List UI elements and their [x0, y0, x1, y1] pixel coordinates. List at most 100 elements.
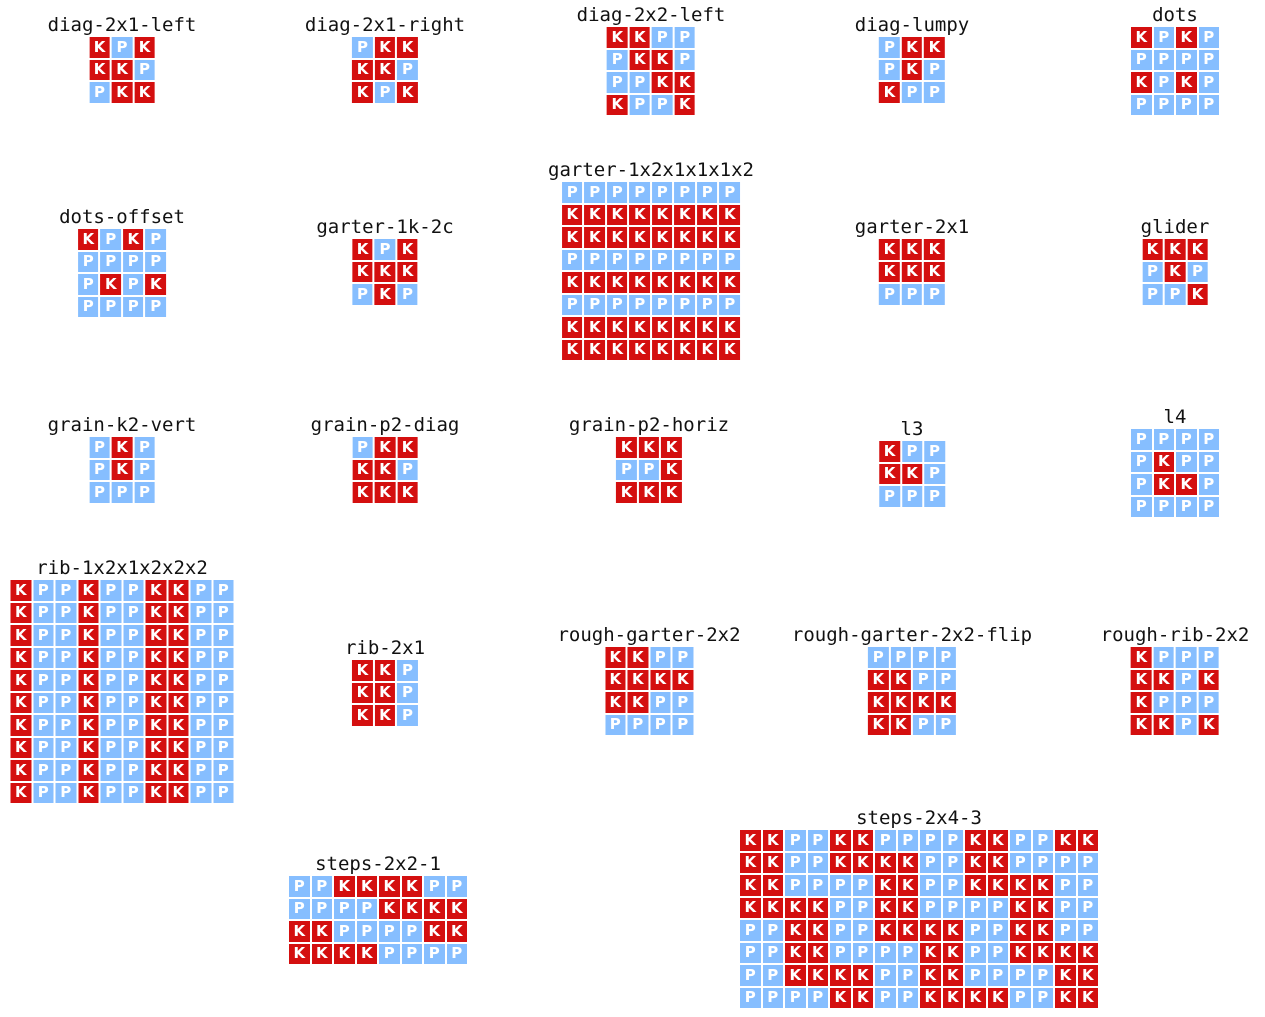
purl-stitch: P	[1176, 94, 1197, 115]
knit-stitch: K	[111, 59, 133, 80]
knit-stitch: K	[987, 852, 1008, 873]
knit-stitch: K	[397, 482, 418, 503]
purl-stitch: P	[627, 714, 648, 735]
knit-stitch: K	[901, 463, 923, 484]
purl-stitch: P	[875, 830, 896, 851]
purl-stitch: P	[1010, 965, 1031, 986]
purl-stitch: P	[397, 682, 418, 703]
purl-stitch: P	[652, 249, 673, 270]
knit-stitch: K	[629, 227, 650, 248]
knit-stitch: K	[890, 692, 911, 713]
knit-stitch: K	[401, 876, 422, 897]
purl-stitch: P	[830, 875, 851, 896]
purl-stitch: P	[1198, 49, 1219, 70]
knit-stitch: K	[374, 261, 396, 282]
knit-stitch: K	[145, 737, 166, 758]
knit-stitch: K	[401, 898, 422, 919]
purl-stitch: P	[1187, 261, 1208, 282]
knit-stitch: K	[562, 227, 583, 248]
pattern-title: l3	[900, 418, 924, 440]
knit-stitch: K	[762, 875, 783, 896]
knit-stitch: K	[920, 942, 941, 963]
purl-stitch: P	[1055, 875, 1076, 896]
knit-stitch: K	[852, 987, 873, 1008]
purl-stitch: P	[629, 294, 650, 315]
pattern-rib-1x2x1x2x2x2: rib-1x2x1x2x2x2 K P P K P P K K P P K P P K P P K K P P K P P K P…	[10, 558, 235, 804]
purl-stitch: P	[55, 670, 76, 691]
knit-stitch: K	[397, 82, 418, 103]
knit-stitch: K	[78, 782, 99, 803]
knit-stitch: K	[145, 274, 166, 295]
purl-stitch: P	[89, 482, 110, 503]
purl-stitch: P	[55, 647, 76, 668]
purl-stitch: P	[1055, 897, 1076, 918]
pattern-title: dots-offset	[59, 206, 185, 228]
knit-stitch: K	[740, 830, 761, 851]
purl-stitch: P	[1153, 496, 1174, 517]
purl-stitch: P	[397, 459, 418, 480]
purl-stitch: P	[33, 692, 54, 713]
knit-stitch: K	[629, 317, 650, 338]
knit-stitch: K	[562, 204, 583, 225]
purl-stitch: P	[1010, 830, 1031, 851]
knit-stitch: K	[374, 284, 396, 305]
purl-stitch: P	[719, 182, 740, 203]
purl-stitch: P	[397, 660, 418, 681]
purl-stitch: P	[33, 760, 54, 781]
purl-stitch: P	[100, 296, 121, 317]
knit-stitch: K	[352, 482, 373, 503]
pattern-title: diag-2x1-left	[47, 14, 197, 36]
purl-stitch: P	[920, 830, 941, 851]
knit-stitch: K	[607, 94, 628, 115]
knit-stitch: K	[674, 227, 695, 248]
purl-stitch: P	[33, 580, 54, 601]
pattern-garter-1k-2c: garter-1k-2c K P K K K K P K P	[316, 217, 454, 306]
knit-stitch: K	[674, 317, 695, 338]
purl-stitch: P	[55, 602, 76, 623]
knit-stitch: K	[1032, 920, 1053, 941]
purl-stitch: P	[123, 251, 144, 272]
purl-stitch: P	[401, 943, 422, 964]
purl-stitch: P	[1077, 852, 1098, 873]
knit-stitch: K	[627, 692, 648, 713]
knit-stitch: K	[629, 49, 650, 70]
knit-stitch: K	[374, 660, 396, 681]
knit-stitch: K	[785, 965, 806, 986]
purl-stitch: P	[311, 898, 332, 919]
knit-stitch: K	[111, 82, 133, 103]
knit-stitch: K	[584, 227, 605, 248]
purl-stitch: P	[607, 182, 628, 203]
knit-stitch: K	[78, 737, 99, 758]
knit-stitch: K	[897, 875, 918, 896]
pattern-title: grain-p2-horiz	[568, 414, 730, 436]
purl-stitch: P	[674, 249, 695, 270]
pattern-glider: glider K K K P K P P P K	[1141, 217, 1209, 306]
purl-stitch: P	[213, 602, 234, 623]
purl-stitch: P	[897, 987, 918, 1008]
knit-stitch: K	[719, 272, 740, 293]
purl-stitch: P	[55, 580, 76, 601]
purl-stitch: P	[616, 459, 637, 480]
purl-stitch: P	[1198, 474, 1219, 495]
knit-stitch: K	[10, 602, 31, 623]
knit-stitch: K	[924, 261, 945, 282]
knit-stitch: K	[168, 715, 189, 736]
